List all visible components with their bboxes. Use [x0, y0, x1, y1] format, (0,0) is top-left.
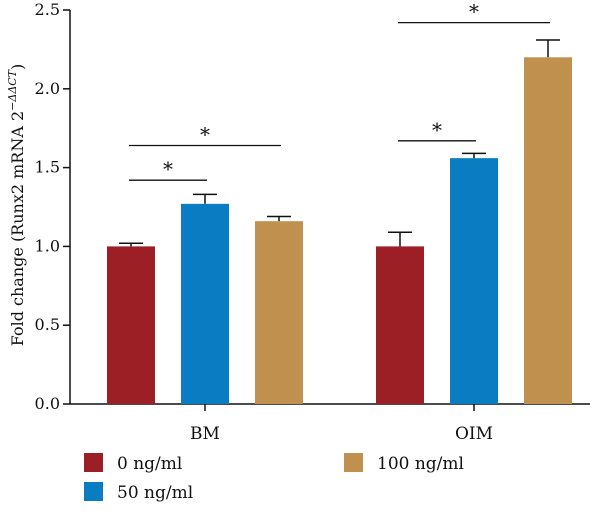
legend-swatch	[344, 453, 363, 472]
y-tick-label: 1.0	[35, 236, 60, 255]
significance-label: *	[469, 0, 479, 24]
y-tick-label: 2.5	[35, 0, 60, 19]
bar	[107, 246, 155, 404]
x-tick-label: BM	[190, 424, 220, 444]
significance-label: *	[163, 157, 173, 181]
y-tick-label: 0.5	[35, 315, 60, 334]
x-tick-label: OIM	[455, 424, 493, 444]
legend: 0 ng/ml 50 ng/ml 100 ng/ml	[84, 453, 464, 503]
bar	[524, 57, 572, 404]
y-tick-label: 2.0	[35, 79, 60, 98]
y-axis: 0.0 0.5 1.0 1.5 2.0 2.5	[35, 0, 71, 413]
legend-swatch	[84, 453, 103, 472]
y-axis-label: Fold change (Runx2 mRNA 2−ΔΔCT)	[6, 64, 27, 347]
bar	[255, 221, 303, 404]
legend-label: 0 ng/ml	[117, 454, 182, 474]
x-axis: BM OIM	[70, 403, 590, 444]
y-axis-label-close: )	[8, 64, 27, 70]
significance-markers: * * * *	[129, 0, 550, 181]
significance-label: *	[200, 123, 210, 147]
legend-label: 50 ng/ml	[117, 483, 193, 503]
bar	[450, 158, 498, 404]
y-axis-label-main: Fold change (Runx2 mRNA 2	[8, 111, 27, 346]
bars	[107, 39, 572, 404]
legend-label: 100 ng/ml	[377, 454, 464, 474]
significance-label: *	[432, 118, 442, 142]
bar	[376, 246, 424, 404]
y-tick-label: 0.0	[35, 394, 60, 413]
bar	[181, 203, 229, 404]
y-tick-label: 1.5	[35, 158, 60, 177]
legend-swatch	[84, 482, 103, 501]
y-axis-label-superscript: −ΔΔCT	[6, 68, 19, 111]
